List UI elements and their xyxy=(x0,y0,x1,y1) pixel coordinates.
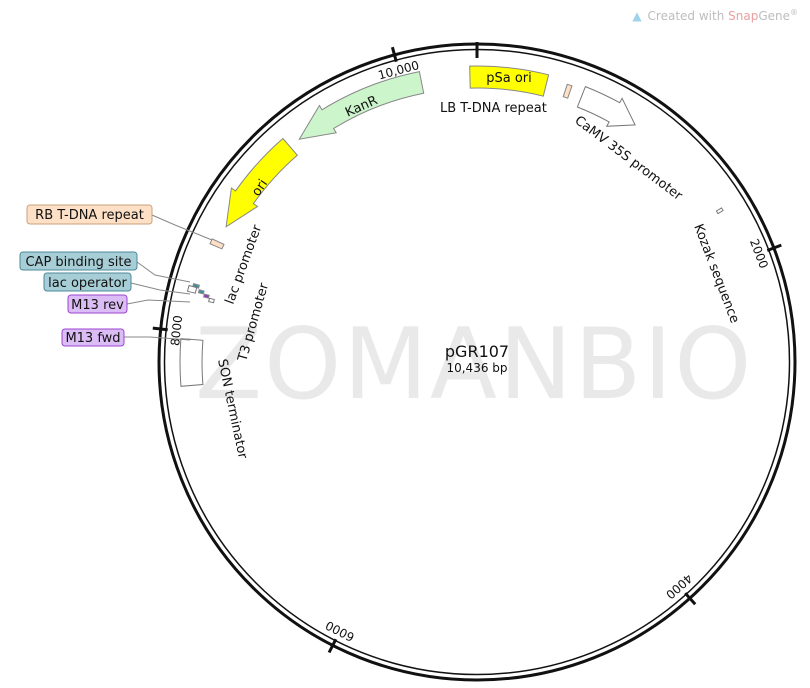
feature-camv-35s-promoter[interactable] xyxy=(576,85,636,127)
callout-rb-text: RB T-DNA repeat xyxy=(35,208,144,223)
callout-cap-binding-site[interactable]: CAP binding site xyxy=(19,251,138,271)
label-camv-35s[interactable]: CaMV 35S promoter xyxy=(572,113,686,204)
branding-prefix: Created with xyxy=(647,9,729,23)
callout-m13-fwd[interactable]: M13 fwd xyxy=(61,328,125,347)
label-lb-tdna[interactable]: LB T-DNA repeat xyxy=(440,101,547,116)
tick-label-6000: 6000 xyxy=(323,618,357,644)
callout-cap-text: CAP binding site xyxy=(25,255,131,270)
features xyxy=(179,65,724,387)
snapgene-branding: ▲ Created with SnapGene® xyxy=(632,8,798,23)
callout-m13rev-text: M13 rev xyxy=(71,298,124,313)
branding-snap: Snap xyxy=(728,9,759,23)
watermark: ZOMANBIO xyxy=(195,308,753,422)
snapgene-logo-icon: ▲ xyxy=(632,9,642,23)
feature-son-terminator[interactable] xyxy=(179,338,204,387)
feature-psa-ori[interactable] xyxy=(469,65,550,97)
tick-8000 xyxy=(152,326,168,332)
tick-2000 xyxy=(766,243,782,252)
tick-4000 xyxy=(684,592,697,606)
tick-6000 xyxy=(327,638,338,654)
branding-reg: ® xyxy=(790,8,798,17)
feature-lac-operator[interactable] xyxy=(197,289,205,295)
callout-lacop-text: lac operator xyxy=(48,276,127,291)
tick-label-2000: 2000 xyxy=(747,237,771,271)
plasmid-length: 10,436 bp xyxy=(446,361,507,375)
feature-kozak-sequence[interactable] xyxy=(715,207,724,215)
feature-t3-promoter[interactable] xyxy=(208,297,215,304)
feature-m13-rev[interactable] xyxy=(202,293,210,299)
leader-rb xyxy=(151,214,213,241)
feature-lb-t-dna-repeat[interactable] xyxy=(562,83,573,99)
feature-lac-promoter[interactable] xyxy=(186,284,198,294)
leader-m13rev xyxy=(126,299,191,305)
callout-lac-operator[interactable]: lac operator xyxy=(43,272,132,292)
callout-m13-rev[interactable]: M13 rev xyxy=(67,294,128,314)
callout-m13fwd-text: M13 fwd xyxy=(65,331,120,346)
feature-rb-t-dna-repeat[interactable] xyxy=(209,238,225,250)
callout-rb-tdna-repeat[interactable]: RB T-DNA repeat xyxy=(26,204,153,225)
leader-lacop xyxy=(130,282,191,295)
branding-gene: Gene xyxy=(758,9,790,23)
leader-cap xyxy=(136,261,191,283)
label-psa-ori[interactable]: pSa ori xyxy=(486,71,532,86)
tick-10000 xyxy=(390,46,398,63)
feature-ori[interactable] xyxy=(225,137,299,228)
leader-m13fwd xyxy=(124,336,191,341)
feature-kanr[interactable] xyxy=(298,71,425,140)
plasmid-name: pGR107 xyxy=(445,342,509,361)
